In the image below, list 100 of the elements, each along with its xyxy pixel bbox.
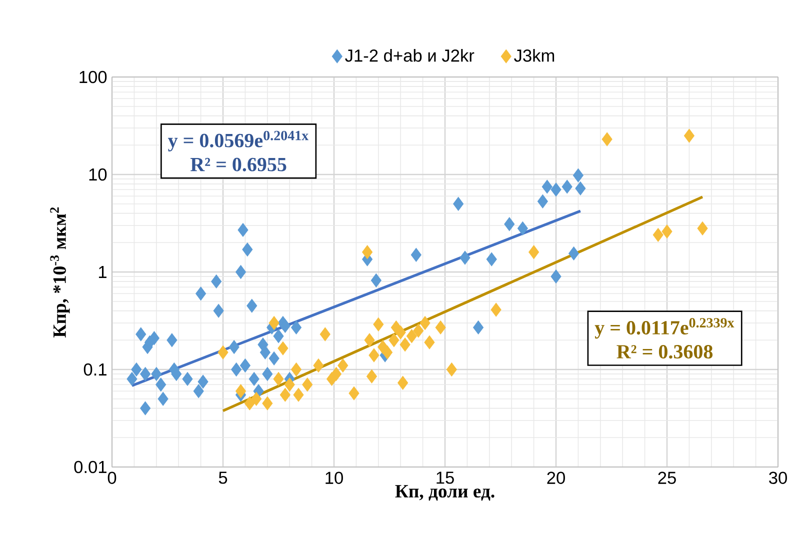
point xyxy=(370,273,382,288)
point xyxy=(662,224,672,238)
point xyxy=(244,396,255,410)
point xyxy=(395,325,406,340)
point xyxy=(291,320,302,334)
point xyxy=(572,168,584,182)
point xyxy=(238,223,248,237)
point xyxy=(302,378,313,392)
point xyxy=(293,388,304,402)
point xyxy=(460,250,470,265)
point xyxy=(262,396,273,410)
point xyxy=(156,378,166,392)
point xyxy=(235,384,246,398)
annotation: y = 0.0569e$^{0.2041x}$ xyxy=(168,130,309,152)
point xyxy=(231,362,242,376)
point xyxy=(364,333,375,348)
x-tick-label: 30 xyxy=(769,472,787,484)
point xyxy=(504,217,515,232)
point xyxy=(151,367,162,381)
point xyxy=(273,329,284,344)
point xyxy=(446,362,457,376)
point xyxy=(562,180,572,194)
point xyxy=(196,286,206,301)
point xyxy=(330,367,342,381)
point xyxy=(246,298,258,313)
point xyxy=(338,358,348,372)
y-tick-label: 0.01 xyxy=(74,460,106,474)
point xyxy=(517,221,528,236)
point xyxy=(568,246,580,260)
point xyxy=(280,318,290,333)
point xyxy=(424,335,435,350)
point xyxy=(280,388,290,402)
point xyxy=(453,196,464,211)
point xyxy=(242,242,253,256)
point xyxy=(486,252,497,266)
x-tick-label: 25 xyxy=(658,472,676,484)
point xyxy=(291,362,302,376)
point xyxy=(697,221,708,236)
point xyxy=(182,372,193,386)
y-tick-label: 10 xyxy=(89,168,107,181)
point xyxy=(400,338,410,352)
point xyxy=(248,372,260,386)
x-tick-label: 20 xyxy=(547,472,565,484)
y-tick-label: 0.1 xyxy=(84,363,106,376)
point xyxy=(550,182,562,197)
point xyxy=(348,386,360,400)
point xyxy=(284,378,295,392)
point xyxy=(537,194,548,208)
point xyxy=(366,369,378,384)
point xyxy=(320,327,330,342)
point xyxy=(131,362,142,376)
point xyxy=(652,228,664,242)
point xyxy=(602,132,612,146)
point xyxy=(278,341,288,356)
annotation: R² = 0.6955 xyxy=(190,158,286,172)
point xyxy=(268,316,280,330)
point xyxy=(158,392,168,406)
legend-label: J1-2 d+ab и J2kr xyxy=(345,49,474,62)
point xyxy=(388,333,400,348)
point xyxy=(228,340,240,354)
point xyxy=(420,316,430,330)
point xyxy=(368,348,380,362)
x-tick-label: 10 xyxy=(326,472,343,484)
point xyxy=(260,345,270,360)
point xyxy=(313,358,324,372)
point xyxy=(126,372,138,386)
point xyxy=(213,304,224,318)
point xyxy=(362,245,373,260)
point xyxy=(490,302,502,317)
point xyxy=(382,345,393,360)
point xyxy=(235,265,246,279)
y-axis-title: Кпр, *10$^{-3}$ мкм$^{2}$ xyxy=(50,207,70,338)
point xyxy=(398,376,408,390)
x-tick-label: 5 xyxy=(218,472,228,484)
y-tick-label: 1 xyxy=(98,266,106,278)
y-tick-label: 100 xyxy=(80,70,107,84)
point xyxy=(413,324,424,338)
point xyxy=(542,180,552,194)
point xyxy=(148,331,160,346)
point xyxy=(140,367,151,381)
point xyxy=(373,317,384,332)
x-axis-title: Кп, доли ед. xyxy=(395,485,494,501)
x-tick-label: 15 xyxy=(436,472,454,484)
point xyxy=(406,329,417,344)
point xyxy=(273,372,284,386)
x-tick-label: 0 xyxy=(108,472,116,484)
point xyxy=(528,245,540,260)
point xyxy=(193,384,204,398)
point xyxy=(575,181,586,196)
point xyxy=(262,367,273,381)
point xyxy=(410,248,422,262)
point xyxy=(198,374,208,389)
point xyxy=(251,392,262,406)
point xyxy=(218,345,228,360)
point xyxy=(240,358,250,372)
point xyxy=(435,320,446,334)
point xyxy=(268,351,280,366)
point xyxy=(684,128,694,143)
point xyxy=(140,401,151,416)
legend-label: J3km xyxy=(514,49,554,62)
